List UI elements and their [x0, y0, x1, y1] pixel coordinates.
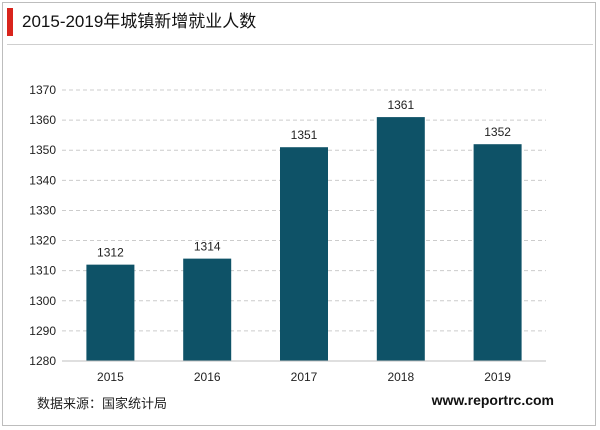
data-label-2019: 1352	[484, 125, 511, 139]
y-tick-label: 1370	[29, 83, 56, 97]
y-tick-label: 1300	[29, 294, 56, 308]
y-tick-label: 1330	[29, 203, 56, 217]
bar-2015	[86, 264, 135, 361]
y-tick-label: 1290	[29, 324, 56, 338]
x-axis-ticks: 2015 2016 2017 2018 2019	[97, 370, 511, 384]
y-tick-label: 1340	[29, 173, 56, 187]
y-tick-label: 1280	[29, 354, 56, 368]
data-label-2018: 1361	[387, 98, 414, 112]
y-tick-label: 1360	[29, 113, 56, 127]
title-divider	[7, 44, 593, 45]
data-label-2015: 1312	[97, 246, 124, 260]
y-tick-label: 1350	[29, 143, 56, 157]
bar-2017	[280, 147, 328, 361]
bar-2019	[473, 144, 522, 361]
x-tick-label-2017: 2017	[291, 370, 318, 384]
data-label-2017: 1351	[291, 128, 318, 142]
y-tick-label: 1310	[29, 264, 56, 278]
website-link[interactable]: www.reportrc.com	[431, 392, 554, 408]
data-labels: 1312 1314 1351 1361 1352	[97, 98, 511, 260]
bar-2016	[183, 258, 232, 361]
data-label-2016: 1314	[194, 240, 221, 254]
title-accent-bar	[7, 8, 13, 36]
source-note: 数据来源：国家统计局	[37, 396, 168, 411]
x-tick-label-2016: 2016	[194, 370, 221, 384]
y-tick-label: 1320	[29, 234, 56, 248]
y-axis-ticks: 1280 1290 1300 1310 1320 1330 1340 1350 1360 1370	[29, 83, 56, 368]
x-tick-label-2019: 2019	[484, 370, 511, 384]
bars	[86, 117, 522, 361]
x-tick-label-2018: 2018	[387, 370, 414, 384]
page-title: 2015-2019年城镇新增就业人数	[22, 12, 257, 31]
x-tick-label-2015: 2015	[97, 370, 124, 384]
bar-2018	[376, 117, 425, 361]
